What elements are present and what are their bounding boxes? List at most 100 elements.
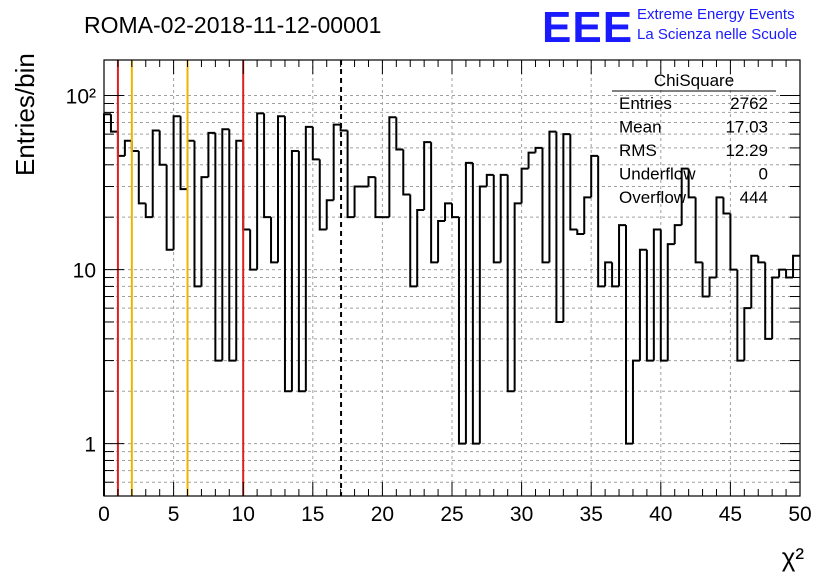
- histogram-bin: [652, 228, 661, 361]
- histogram-bin: [353, 185, 362, 218]
- x-tick-labels: 0 5 10 15 20 25 30 35 40 45 50: [98, 503, 812, 526]
- histogram-bin: [576, 229, 585, 236]
- histogram-bin: [590, 154, 599, 198]
- histogram-bin: [715, 196, 724, 278]
- histogram-bin: [103, 113, 111, 496]
- histogram-bin: [130, 140, 139, 153]
- histogram-bin: [179, 116, 188, 191]
- x-tick-label: 40: [649, 503, 672, 526]
- histogram-bin: [625, 225, 633, 445]
- histogram-bin: [604, 261, 613, 287]
- histogram-bin: [499, 173, 508, 263]
- histogram-bin: [123, 139, 132, 156]
- x-tick-label: 20: [371, 503, 394, 526]
- histogram-bin: [290, 150, 299, 392]
- x-tick-label: 30: [510, 503, 533, 526]
- histogram-bin: [430, 142, 439, 264]
- histogram-bin: [242, 140, 251, 231]
- histogram-bin: [743, 307, 752, 361]
- stats-label: Underflow: [619, 165, 696, 184]
- histogram-bin: [172, 115, 181, 250]
- histogram-bin: [562, 133, 571, 322]
- histogram-bin: [680, 167, 689, 226]
- stats-value: 2762: [730, 94, 768, 113]
- stats-value: 17.03: [725, 118, 768, 137]
- run-title: ROMA-02-2018-11-12-00001: [84, 12, 381, 38]
- histogram-bin: [249, 229, 258, 271]
- stats-value: 12.29: [725, 141, 768, 160]
- histogram-bin: [437, 220, 446, 263]
- histogram-bin: [402, 149, 411, 196]
- histogram-bin: [506, 174, 515, 393]
- histogram-bin: [673, 224, 682, 245]
- histogram-bin: [736, 269, 745, 362]
- histogram-bin: [478, 185, 487, 444]
- histogram-bin: [792, 254, 800, 278]
- histogram-bin: [451, 203, 459, 219]
- histogram-bin: [263, 113, 272, 219]
- histogram-bin: [785, 269, 794, 279]
- x-tick-label: 10: [232, 503, 255, 526]
- stats-title: ChiSquare: [654, 71, 734, 90]
- histogram-bin: [527, 151, 536, 169]
- histogram-bin: [283, 116, 292, 393]
- histogram-bin: [221, 128, 230, 361]
- stats-label: Overflow: [619, 188, 687, 207]
- histogram-bin: [416, 208, 425, 287]
- x-tick-label: 5: [168, 503, 180, 526]
- histogram-bin: [729, 213, 738, 271]
- histogram-bin: [687, 168, 696, 199]
- histogram-bin: [778, 268, 787, 278]
- histogram-bin: [569, 134, 578, 231]
- histogram-bin: [722, 197, 731, 215]
- logo-subtitle-line1: Extreme Energy Events: [637, 6, 795, 23]
- histogram-bin: [235, 139, 244, 361]
- x-tick-label: 45: [719, 503, 742, 526]
- histogram-bin: [694, 197, 703, 264]
- histogram-bin: [457, 217, 466, 445]
- histogram-bin: [228, 129, 237, 362]
- stats-value: 0: [759, 165, 768, 184]
- y-tick-labels: 1 10 10²: [66, 86, 96, 457]
- eee-logo: EEE: [542, 3, 633, 52]
- histogram-bin: [151, 129, 160, 218]
- y-tick-label: 1: [84, 434, 96, 457]
- histogram-bin: [611, 262, 620, 288]
- x-tick-label: 35: [580, 503, 603, 526]
- histogram-bin: [109, 114, 118, 133]
- histogram-bin: [548, 130, 557, 263]
- histogram-bin: [638, 248, 647, 361]
- histogram-bin: [583, 196, 592, 235]
- histogram-bin: [757, 255, 766, 264]
- histogram-bin: [256, 112, 265, 270]
- histogram-bin: [304, 125, 313, 392]
- x-tick-label: 25: [440, 503, 463, 526]
- histogram-bin: [701, 262, 710, 298]
- histogram-bin: [541, 147, 550, 264]
- histogram-bin: [444, 202, 452, 222]
- stats-label: RMS: [619, 141, 657, 160]
- histogram-bin: [367, 176, 376, 187]
- x-tick-label: 0: [98, 503, 110, 526]
- histogram-bin: [471, 162, 480, 445]
- histogram-bin: [520, 167, 529, 204]
- histogram-bin: [332, 123, 341, 201]
- histogram-bin: [534, 146, 543, 153]
- stats-label: Entries: [619, 94, 672, 113]
- histogram-bin: [666, 243, 675, 361]
- histogram-bin: [137, 151, 146, 205]
- histogram-bin: [597, 155, 606, 288]
- histogram-bin: [311, 126, 320, 161]
- histogram-bin: [618, 224, 626, 287]
- y-tick-label: 10: [73, 260, 96, 283]
- y-tick-label: 10²: [66, 86, 96, 109]
- histogram-bin: [193, 140, 202, 288]
- histogram-bin: [144, 203, 153, 219]
- x-tick-label: 50: [788, 503, 811, 526]
- histogram-bin: [423, 141, 432, 210]
- axis-ticks: [103, 60, 801, 496]
- histogram-bin: [395, 117, 404, 151]
- histogram-bin: [270, 217, 278, 264]
- stats-value: 444: [740, 188, 768, 207]
